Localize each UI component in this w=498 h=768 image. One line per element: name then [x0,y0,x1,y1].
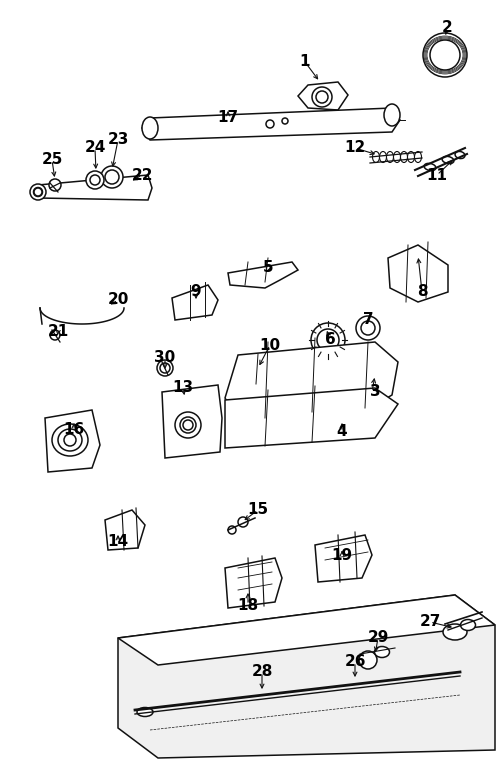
Polygon shape [105,510,145,550]
Ellipse shape [33,187,42,197]
Text: 11: 11 [426,167,448,183]
Ellipse shape [384,104,400,126]
Text: 22: 22 [131,167,153,183]
Text: 29: 29 [368,631,388,645]
Polygon shape [142,108,400,140]
Text: 15: 15 [248,502,268,518]
Ellipse shape [64,434,76,446]
Text: 25: 25 [41,153,63,167]
Polygon shape [45,410,100,472]
Circle shape [359,651,377,669]
Circle shape [49,179,61,191]
Text: 26: 26 [344,654,366,670]
Ellipse shape [442,157,454,164]
Text: 17: 17 [218,111,239,125]
Text: 21: 21 [47,325,69,339]
Text: 14: 14 [108,535,128,549]
Text: 7: 7 [363,313,374,327]
Ellipse shape [455,151,465,158]
Text: 3: 3 [370,385,380,399]
Ellipse shape [137,707,153,717]
Text: 10: 10 [259,337,280,353]
Ellipse shape [393,151,400,163]
Ellipse shape [400,151,407,163]
Polygon shape [315,535,372,582]
Circle shape [86,171,104,189]
Ellipse shape [142,117,158,139]
Text: 13: 13 [172,380,194,396]
Circle shape [101,166,123,188]
Ellipse shape [407,151,414,163]
Circle shape [50,330,60,340]
Text: 9: 9 [191,284,201,300]
Circle shape [157,360,173,376]
Text: 28: 28 [251,664,273,680]
Ellipse shape [461,620,476,631]
Circle shape [311,323,345,357]
Circle shape [183,420,193,430]
Circle shape [90,175,100,185]
Ellipse shape [386,151,393,163]
Text: 27: 27 [419,614,441,630]
Polygon shape [225,388,398,448]
Circle shape [356,316,380,340]
Circle shape [266,120,274,128]
Text: 16: 16 [63,422,85,438]
Ellipse shape [52,424,88,456]
Text: 4: 4 [337,425,347,439]
Circle shape [316,91,328,103]
Polygon shape [118,595,495,758]
Text: 20: 20 [107,293,128,307]
Circle shape [160,363,170,373]
Polygon shape [225,558,282,608]
Text: 5: 5 [262,260,273,276]
Text: 30: 30 [154,350,176,366]
Circle shape [423,33,467,77]
Polygon shape [118,595,495,665]
Text: 2: 2 [442,21,452,35]
Text: 23: 23 [107,133,128,147]
Text: 18: 18 [238,598,258,613]
Ellipse shape [180,417,196,433]
Circle shape [238,517,248,527]
Circle shape [361,321,375,335]
Polygon shape [228,262,298,288]
Circle shape [105,170,119,184]
Circle shape [312,87,332,107]
Text: 6: 6 [325,333,335,347]
Ellipse shape [414,151,421,163]
Ellipse shape [373,151,379,163]
Polygon shape [240,354,285,384]
Polygon shape [162,385,222,458]
Text: 8: 8 [417,284,427,300]
Polygon shape [172,285,218,320]
Ellipse shape [175,412,201,438]
Text: 19: 19 [332,548,353,562]
Ellipse shape [443,624,467,640]
Circle shape [430,40,460,70]
Ellipse shape [424,164,436,170]
Circle shape [34,188,42,196]
Circle shape [317,329,339,351]
Text: 24: 24 [84,141,106,155]
Text: 12: 12 [345,141,366,155]
Ellipse shape [30,184,46,200]
Circle shape [282,118,288,124]
Text: 1: 1 [300,55,310,69]
Polygon shape [388,245,448,302]
Polygon shape [225,342,398,418]
Ellipse shape [379,151,386,163]
Polygon shape [34,175,152,200]
Circle shape [228,526,236,534]
Ellipse shape [374,647,389,657]
Ellipse shape [58,429,82,451]
Polygon shape [298,82,348,110]
